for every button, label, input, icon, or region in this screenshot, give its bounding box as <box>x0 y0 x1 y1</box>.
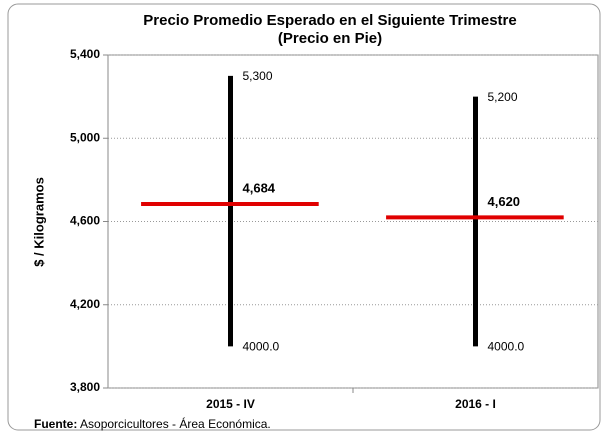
y-tick-label: 3,800 <box>70 380 100 394</box>
source: Fuente: Asoporcicultores - Área Económic… <box>34 416 271 431</box>
y-tick-label: 4,600 <box>70 214 100 228</box>
low-label: 4000.0 <box>488 340 525 354</box>
y-tick-label: 5,000 <box>70 130 100 144</box>
chart-title: Precio Promedio Esperado en el Siguiente… <box>143 12 516 29</box>
y-axis-label: $ / Kilogramos <box>31 177 46 267</box>
high-label: 5,200 <box>488 90 518 104</box>
chart-subtitle: (Precio en Pie) <box>278 30 382 47</box>
x-tick-label: 2015 - IV <box>206 397 255 411</box>
mean-label: 4,620 <box>488 194 521 209</box>
chart-frame <box>7 3 601 431</box>
y-tick-label: 4,200 <box>70 297 100 311</box>
source-label: Fuente: <box>34 417 77 431</box>
low-label: 4000.0 <box>243 340 280 354</box>
high-label: 5,300 <box>243 69 273 83</box>
mean-label: 4,684 <box>243 180 276 195</box>
y-tick-label: 5,400 <box>70 47 100 61</box>
source-text: Asoporcicultores - Área Económica. <box>80 416 271 431</box>
x-tick-label: 2016 - I <box>455 397 496 411</box>
